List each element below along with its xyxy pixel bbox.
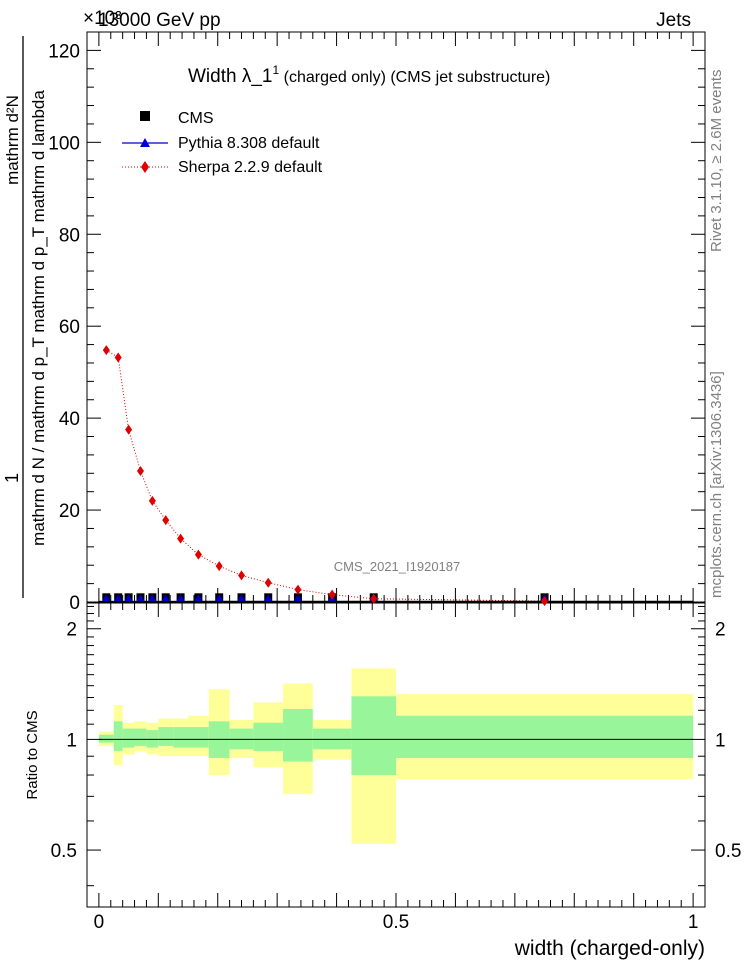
sherpa-point [215,561,223,572]
pythia-point [237,594,246,602]
pythia-point [124,594,133,602]
sherpa-point [194,549,202,560]
pythia-point [161,594,170,602]
legend-sherpa-label: Sherpa 2.2.9 default [178,159,323,176]
pythia-point [264,594,273,602]
ratio-band-inner [283,708,313,762]
ratio-band-inner [113,721,123,751]
x-tick-label: 0.5 [383,912,409,933]
ratio-y-tick-label: 2 [66,620,77,641]
sherpa-point [238,570,245,581]
sherpa-line [106,349,545,602]
ratio-y-axis-label: Ratio to CMS [24,710,41,799]
y-axis-label-denominator: mathrm d N / mathrm d p_T mathrm d p_T m… [29,90,48,546]
header-exponent: ×10³ [83,8,122,29]
pythia-point [102,594,111,602]
pythia-point [293,594,302,602]
legend-pythia-label: Pythia 8.308 default [178,135,320,152]
ratio-band-inner [146,730,159,748]
side-text-mcplots: mcplots.cern.ch [arXiv:1306.3436] [708,371,725,598]
ratio-band-inner [134,728,147,746]
sherpa-point [102,345,110,356]
ratio-y-tick-label: 0.5 [51,841,77,862]
y-tick-label: 120 [48,41,80,62]
ratio-band-inner [253,722,284,751]
y-axis-label-numerator: 1 [2,473,22,483]
y-axis-label: 1 mathrm d²N mathrm d N / mathrm d p_T m… [2,36,48,598]
sherpa-point [148,495,156,506]
header-left: 13000 GeV pp [98,10,221,31]
pythia-point [215,594,224,602]
y-tick-label: 100 [48,133,80,154]
x-tick-label: 0 [94,912,105,933]
ratio-axis: 0 0.5 1 0.5 0.5 1 1 2 2 [51,603,741,933]
y-tick-label: 20 [59,501,80,522]
ratio-band-inner [98,734,114,743]
legend: CMS Pythia 8.308 default Sherpa 2.2.9 de… [122,110,323,176]
sherpa-point [177,533,185,544]
ratio-band-inner [351,696,396,776]
pythia-point [194,594,203,602]
y-tick-label: 80 [59,225,80,246]
sherpa-point [136,465,144,476]
legend-pythia-marker [140,138,150,147]
sherpa-point [541,596,549,607]
sherpa-point [294,584,302,595]
ratio-band-inner [396,715,694,759]
sherpa-point [264,577,272,588]
sherpa-point [328,589,336,600]
pythia-point [136,594,145,602]
legend-cms-label: CMS [178,110,214,127]
ratio-band-inner [122,728,135,748]
y-tick-label: 0 [69,593,80,614]
x-axis-label: width (charged-only) [514,937,705,960]
ratio-band-inner [173,727,189,748]
ratio-band-inner [158,727,174,746]
x-tick-label: 1 [688,912,699,933]
y-axis-label-top: mathrm d²N [3,95,22,185]
sherpa-point [370,593,378,604]
ratio-y-tick-label-right: 1 [715,730,726,751]
side-text-rivet: Rivet 3.1.10, ≥ 2.6M events [708,70,725,253]
y-tick-label: 40 [59,409,80,430]
series-layer [98,345,694,607]
analysis-watermark: CMS_2021_I1920187 [334,559,461,574]
sherpa-point [162,515,170,526]
ratio-y-tick-label-right: 2 [715,620,726,641]
ratio-bands [98,668,694,844]
legend-sherpa-marker [141,161,149,173]
sherpa-point [114,352,122,363]
pythia-point [176,594,185,602]
chart-title: Width λ_11 (charged only) (CMS jet subst… [188,63,550,87]
pythia-point [114,594,123,602]
ratio-y-tick-label: 1 [66,730,77,751]
ratio-band-inner [188,727,209,748]
pythia-point [148,594,157,602]
header-right: Jets [656,10,691,31]
y-tick-label: 60 [59,317,80,338]
legend-cms-marker [140,111,150,121]
ratio-y-tick-label-right: 0.5 [715,841,741,862]
main-axis: 0 20 40 60 80 100 120 [48,31,706,614]
sherpa-point [125,424,133,435]
